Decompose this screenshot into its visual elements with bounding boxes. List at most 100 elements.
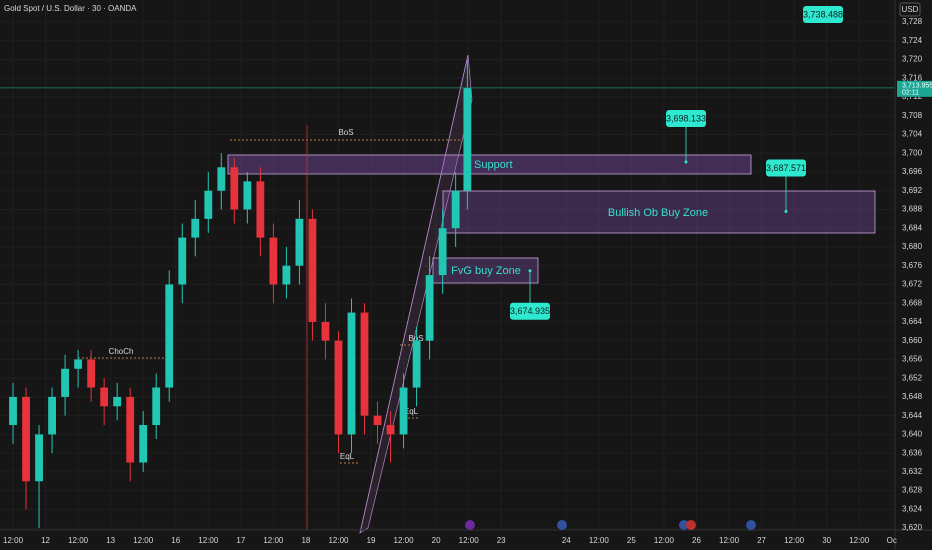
x-tick-label: 27 bbox=[757, 536, 766, 545]
x-tick-label: 12:00 bbox=[263, 536, 284, 545]
candle-body bbox=[113, 396, 122, 407]
x-tick-label: 12:00 bbox=[394, 536, 415, 545]
currency: USD bbox=[902, 5, 919, 14]
candle-body bbox=[139, 425, 148, 463]
candles bbox=[9, 59, 472, 529]
zone-label: Support bbox=[474, 159, 513, 171]
callout-box bbox=[666, 109, 706, 127]
bullish-ob-zone bbox=[442, 190, 876, 234]
x-tick-label: 12:00 bbox=[133, 536, 154, 545]
y-tick-label: 3,720 bbox=[902, 55, 923, 64]
candle-body bbox=[360, 312, 369, 416]
candle-body bbox=[191, 218, 200, 238]
y-tick-label: 3,684 bbox=[902, 223, 923, 232]
y-tick-label: 3,656 bbox=[902, 355, 923, 364]
candle-body bbox=[321, 321, 330, 341]
candle-body bbox=[243, 181, 252, 210]
channel-edge bbox=[359, 54, 469, 534]
x-tick-label: 12:00 bbox=[589, 536, 610, 545]
candle-body bbox=[48, 396, 56, 435]
candle-body bbox=[256, 181, 265, 238]
callout-label: 3,698.133 bbox=[666, 113, 706, 123]
event-icon bbox=[557, 520, 567, 530]
x-tick-label: 12:00 bbox=[654, 536, 675, 545]
y-tick-label: 3,700 bbox=[902, 148, 923, 157]
candle-body bbox=[412, 340, 421, 388]
y-tick-label: 3,696 bbox=[902, 167, 923, 176]
candle-body bbox=[425, 275, 434, 341]
callout-label: 3,687.571 bbox=[766, 163, 806, 173]
event-icon bbox=[746, 520, 756, 530]
x-tick-label: 25 bbox=[627, 536, 636, 545]
y-tick-label: 3,660 bbox=[902, 336, 923, 345]
callout-box bbox=[766, 159, 806, 177]
last-price-box bbox=[897, 80, 932, 97]
candle-body bbox=[282, 265, 291, 285]
x-tick-label: 12:00 bbox=[328, 536, 349, 545]
y-tick-label: 3,676 bbox=[902, 261, 923, 270]
y-tick-label: 3,636 bbox=[902, 448, 923, 457]
x-tick-label: 19 bbox=[367, 536, 376, 545]
x-tick-label: 12:00 bbox=[3, 536, 24, 545]
y-tick-label: 3,624 bbox=[902, 504, 923, 513]
candle-body bbox=[438, 228, 447, 276]
x-tick-label: 12:00 bbox=[198, 536, 219, 545]
zone-label: FvG buy Zone bbox=[451, 265, 521, 277]
x-tick-label: 26 bbox=[692, 536, 701, 545]
fvg-zone bbox=[432, 257, 539, 284]
candle-body bbox=[295, 218, 304, 266]
overlay: 3,698.133 3,687.571 3,674.935 bbox=[0, 87, 895, 320]
callout-label: 3,674.935 bbox=[510, 306, 550, 316]
y-tick-label: 3,672 bbox=[902, 280, 923, 289]
y-tick-label: 3,692 bbox=[902, 186, 923, 195]
y-tick-label: 3,640 bbox=[902, 430, 923, 439]
candle-body bbox=[100, 387, 109, 407]
candle-body bbox=[463, 87, 472, 191]
currency-box bbox=[899, 2, 921, 17]
x-tick-label: 12:00 bbox=[784, 536, 805, 545]
x-tick-label: 18 bbox=[301, 536, 310, 545]
x-tick-label: 23 bbox=[497, 536, 506, 545]
y-tick-label: 3,664 bbox=[902, 317, 923, 326]
annotation: BoS bbox=[408, 334, 423, 343]
y-tick-label: 3,632 bbox=[902, 467, 923, 476]
candle-body bbox=[386, 425, 395, 435]
x-tick-label: 12:00 bbox=[849, 536, 870, 545]
candle-body bbox=[217, 167, 226, 191]
annotation: EqL bbox=[404, 407, 419, 416]
candle-body bbox=[22, 396, 30, 482]
candle-body bbox=[334, 340, 343, 435]
candle-body bbox=[269, 237, 278, 285]
x-tick-label: 12:00 bbox=[459, 536, 480, 545]
y-tick-label: 3,680 bbox=[902, 242, 923, 251]
candle-body bbox=[230, 167, 239, 210]
candle-body bbox=[87, 359, 96, 388]
x-tick-label: 12:00 bbox=[719, 536, 740, 545]
x-tick-label: 13 bbox=[106, 536, 115, 545]
candle-body bbox=[61, 368, 69, 397]
y-tick-label: 3,708 bbox=[902, 111, 923, 120]
x-tick-label: 20 bbox=[432, 536, 441, 545]
candle-body bbox=[308, 218, 317, 322]
annotation: EqL bbox=[340, 452, 355, 461]
candle-body bbox=[451, 190, 460, 229]
annotation: BoS bbox=[338, 128, 353, 137]
y-tick-label: 3,644 bbox=[902, 411, 923, 420]
target-point bbox=[784, 209, 788, 213]
candle-body bbox=[399, 387, 408, 435]
zone-label: Bullish Ob Buy Zone bbox=[608, 207, 708, 219]
last-price-label: 3,713.955 bbox=[902, 83, 932, 90]
y-tick-label: 3,728 bbox=[902, 17, 923, 26]
candle-body bbox=[74, 359, 83, 369]
y-tick-label: 3,628 bbox=[902, 486, 923, 495]
candle-body bbox=[35, 434, 43, 482]
x-tick-label: 16 bbox=[171, 536, 180, 545]
y-tick-label: 3,648 bbox=[902, 392, 923, 401]
x-tick-label: 24 bbox=[562, 536, 571, 545]
candle-body bbox=[347, 312, 356, 435]
x-tick-label: 12:00 bbox=[68, 536, 89, 545]
target-point bbox=[684, 160, 688, 164]
y-tick-label: 3,620 bbox=[902, 523, 923, 532]
x-tick-label: 12 bbox=[41, 536, 50, 545]
event-icon bbox=[686, 520, 696, 530]
